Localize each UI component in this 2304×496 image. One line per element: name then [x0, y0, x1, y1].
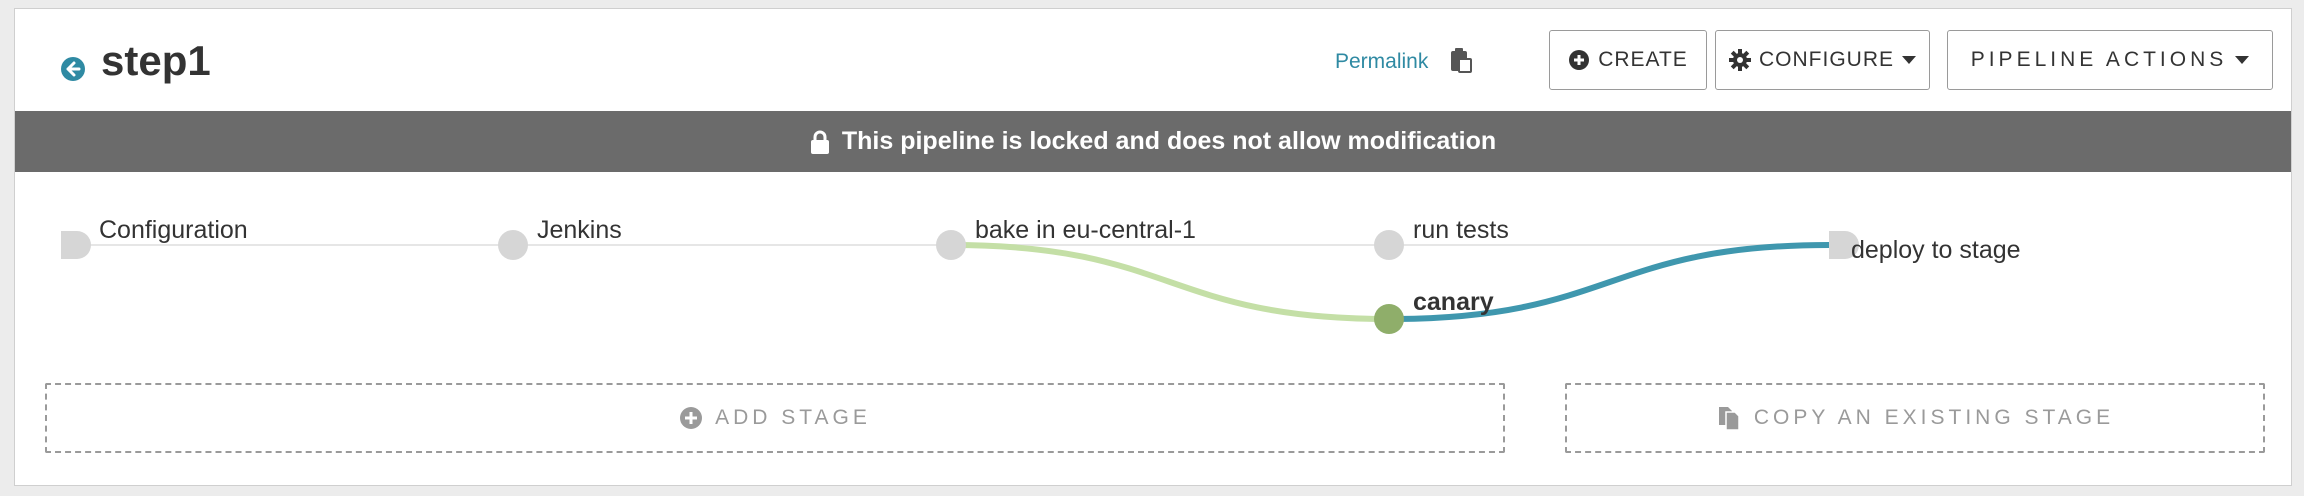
add-stage-button[interactable]: ADD STAGE: [45, 383, 1505, 453]
plus-circle-icon: [1569, 50, 1590, 70]
stage-label-jenkins[interactable]: Jenkins: [537, 216, 622, 244]
copy-files-icon: [1718, 407, 1740, 431]
permalink-link[interactable]: Permalink: [1335, 50, 1429, 73]
copy-existing-stage-button[interactable]: COPY AN EXISTING STAGE: [1565, 383, 2265, 453]
stage-label-bake[interactable]: bake in eu-central-1: [975, 216, 1196, 244]
stage-node-jenkins: [498, 230, 528, 260]
pipeline-actions-button[interactable]: PIPELINE ACTIONS: [1947, 30, 2273, 90]
stage-label-deploy[interactable]: deploy to stage: [1851, 236, 2021, 264]
create-button-label: CREATE: [1598, 48, 1688, 71]
clipboard-icon[interactable]: [1443, 43, 1477, 77]
pipeline-graph-canvas: [61, 230, 1859, 334]
lock-icon: [810, 130, 829, 154]
pipeline-actions-label: PIPELINE ACTIONS: [1970, 48, 2228, 71]
stage-label-configuration[interactable]: Configuration: [99, 216, 248, 244]
stage-label-run-tests[interactable]: run tests: [1413, 216, 1509, 244]
edge-bake-canary: [950, 242, 1390, 322]
locked-banner: This pipeline is locked and does not all…: [15, 111, 2291, 172]
stage-node-run-tests: [1374, 230, 1404, 260]
caret-down-icon: [1902, 56, 1916, 64]
stage-label-canary[interactable]: canary: [1413, 288, 1494, 316]
add-stage-label: ADD STAGE: [715, 406, 871, 429]
caret-down-icon: [2235, 56, 2250, 64]
page-title: step1: [101, 37, 211, 84]
arrow-circle-left-icon[interactable]: [49, 45, 97, 93]
gear-icon: [1729, 49, 1751, 71]
stage-node-deploy: [1829, 231, 1859, 259]
stage-node-configuration: [61, 231, 91, 259]
configure-button[interactable]: CONFIGURE: [1715, 30, 1930, 90]
configure-button-label: CONFIGURE: [1759, 48, 1894, 71]
plus-circle-icon: [680, 407, 703, 429]
create-button[interactable]: CREATE: [1549, 30, 1707, 90]
pipeline-graph: Configuration Jenkins bake in eu-central…: [15, 179, 2291, 369]
edge-canary-deploy: [1388, 242, 1830, 322]
copy-stage-label: COPY AN EXISTING STAGE: [1753, 406, 2115, 429]
locked-banner-text: This pipeline is locked and does not all…: [841, 127, 1497, 155]
pipeline-panel: step1 Permalink CREATE: [14, 8, 2292, 486]
stage-node-bake: [936, 230, 966, 260]
stage-node-canary: [1374, 304, 1404, 334]
